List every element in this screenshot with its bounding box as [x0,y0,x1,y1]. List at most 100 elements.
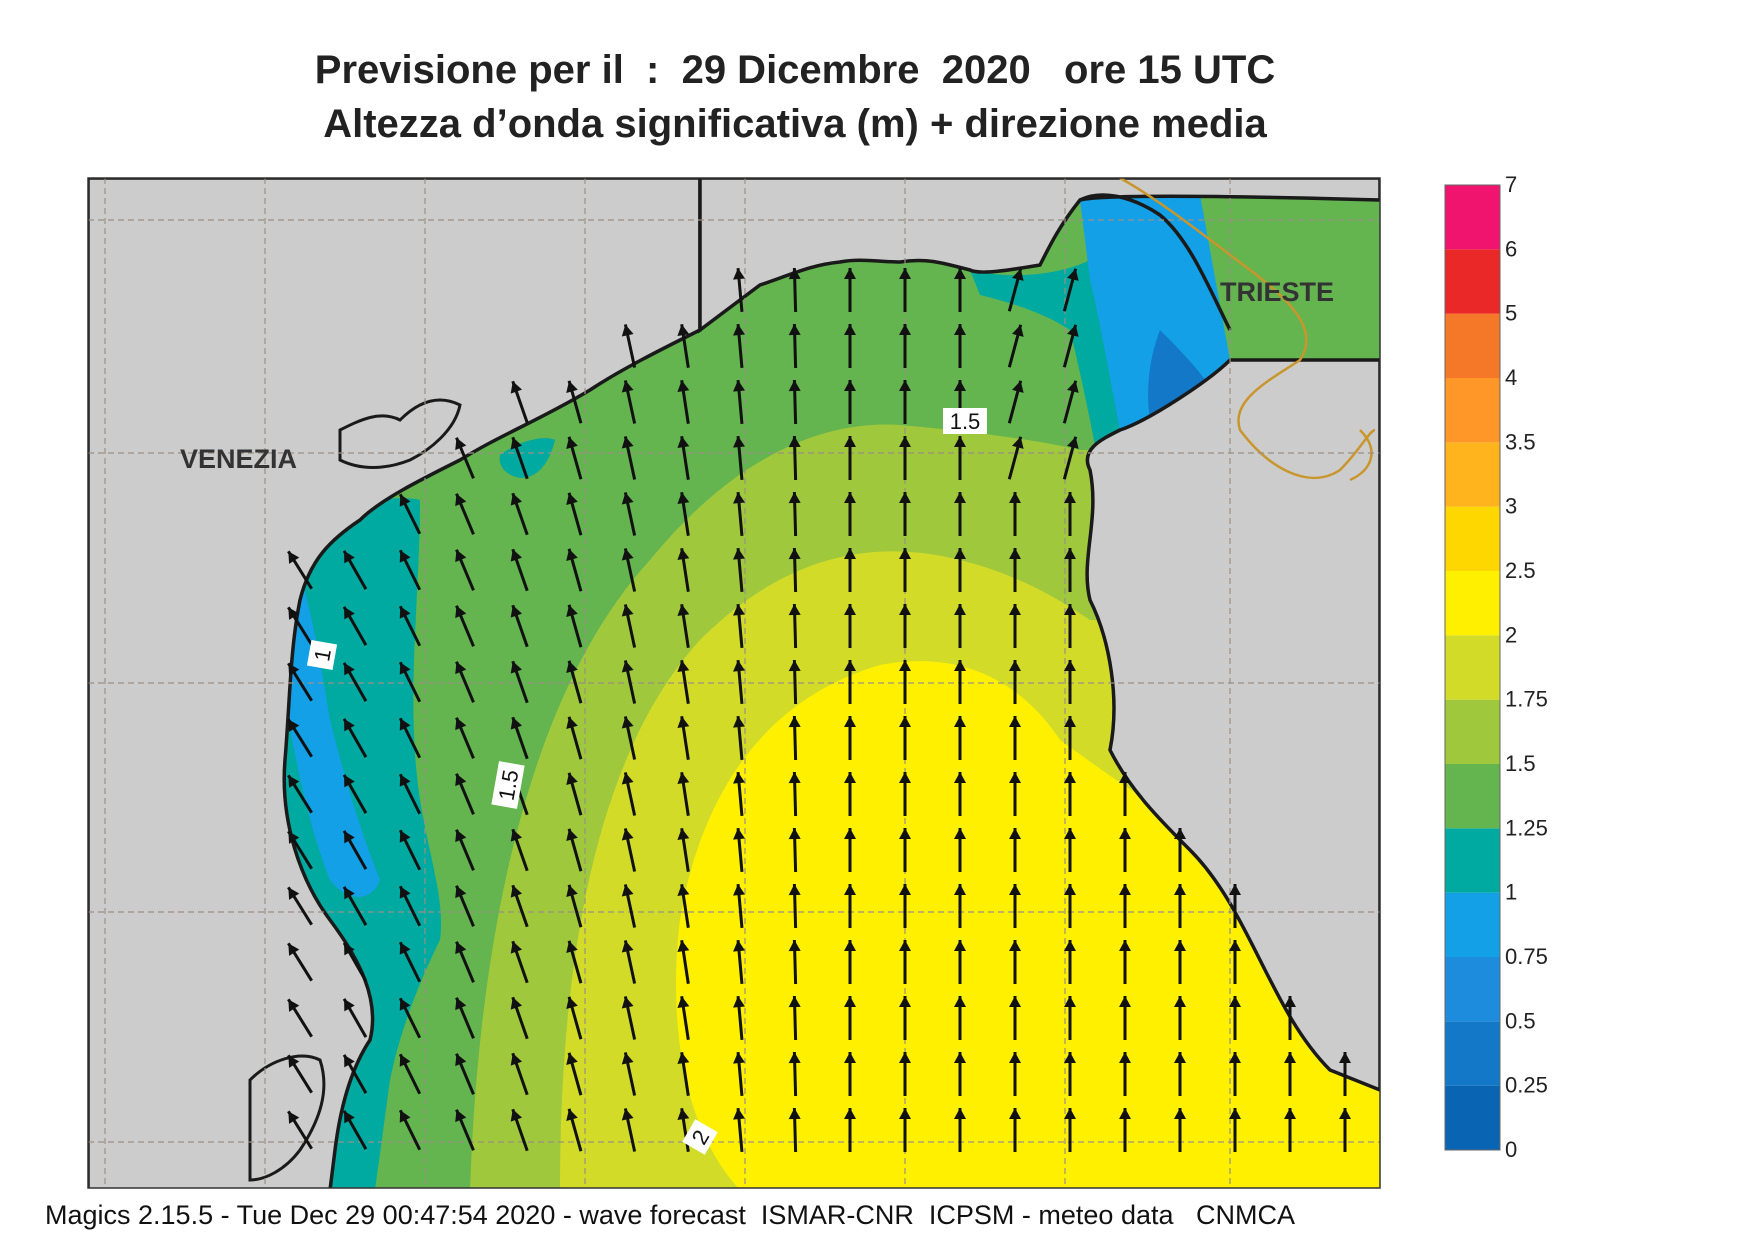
direction-arrowhead [1009,1052,1021,1063]
direction-arrowhead [1174,1108,1186,1119]
contour-label-1: 1 [306,639,338,671]
legend-swatch [1445,506,1500,571]
direction-arrowhead [733,548,745,560]
direction-arrowhead [1284,996,1296,1007]
direction-arrowhead [455,605,467,619]
direction-arrowhead [288,999,300,1012]
map-subtitle: Altezza d’onda significativa (m) + direz… [323,102,1267,146]
legend-tick-label: 3.5 [1505,429,1536,454]
legend-tick-label: 3 [1505,494,1517,519]
direction-arrowhead [677,828,690,841]
direction-arrowhead [1067,324,1079,337]
svg-text:1.5: 1.5 [494,768,524,802]
direction-arrowhead [566,772,578,786]
direction-arrowhead [566,996,578,1010]
direction-arrowhead [399,1110,411,1123]
legend-tick-label: 6 [1505,236,1517,261]
legend-swatch [1445,828,1500,893]
direction-arrowhead [510,493,523,506]
direction-arrowhead [344,1110,355,1124]
legend-tick-label: 2.5 [1505,558,1536,583]
direction-arrowhead [788,268,801,280]
direction-arrowhead [788,436,801,448]
direction-arrowhead [677,548,690,561]
direction-arrowhead [788,1108,801,1120]
direction-arrowhead [733,436,745,448]
direction-arrowhead [788,548,801,560]
direction-arrowhead [844,380,856,391]
direction-arrowhead [1339,1108,1351,1119]
land-east [1085,358,1380,1092]
direction-arrowhead [1229,940,1241,951]
direction-arrowhead [899,604,911,615]
direction-arrowhead [621,940,634,953]
coast-trieste [1079,193,1232,331]
direction-arrowhead [733,716,745,728]
direction-arrowhead [399,830,411,843]
direction-arrowhead [399,550,411,563]
direction-arrowhead [899,884,911,895]
direction-arrowhead [844,268,856,279]
direction-arrowhead [510,437,523,450]
city-label-trieste: TRIESTE [1220,277,1334,307]
map-title: Previsione per il : 29 Dicembre 2020 ore… [314,48,1276,92]
direction-arrowhead [566,660,578,674]
direction-arrowhead [1009,772,1021,783]
direction-arrowhead [288,1055,300,1068]
direction-arrowhead [899,772,911,783]
legend-swatch [1445,699,1500,764]
border-line-east [1349,429,1373,482]
legend-tick-label: 7 [1505,172,1517,197]
direction-arrowhead [733,604,745,616]
direction-arrowhead [1012,324,1024,337]
direction-arrowhead [288,1111,300,1124]
direction-arrowhead [1012,380,1024,393]
direction-arrowhead [510,717,523,730]
legend-swatch [1445,1085,1500,1150]
direction-arrowhead [677,380,690,393]
direction-arrowhead [1067,436,1079,449]
direction-arrowhead [399,718,411,731]
legend-swatch [1445,1021,1500,1086]
direction-arrowhead [399,774,411,787]
direction-arrowhead [1012,436,1024,449]
direction-arrowhead [899,940,911,951]
direction-arrowhead [344,662,355,676]
direction-arrowhead [677,604,690,617]
legend-tick-label: 0.5 [1505,1008,1536,1033]
direction-arrowhead [288,607,300,620]
direction-arrowhead [566,380,578,394]
direction-arrowhead [844,884,856,895]
direction-arrowhead [1012,268,1024,281]
direction-arrowhead [455,941,467,955]
direction-arrowhead [788,1052,801,1064]
direction-arrowhead [954,324,966,335]
direction-arrowhead [844,492,856,503]
direction-arrowhead [1064,716,1076,727]
direction-arrowhead [566,548,578,562]
direction-arrowhead [1174,828,1186,839]
legend-tick-label: 1 [1505,880,1517,905]
direction-arrowhead [1064,548,1076,559]
direction-arrowhead [899,660,911,671]
direction-arrowhead [899,716,911,727]
legend-frame [1444,184,1501,1151]
direction-arrowhead [344,942,355,956]
legend-swatch [1445,764,1500,829]
direction-arrowhead [844,828,856,839]
direction-arrowhead [677,772,690,785]
direction-arrowhead [621,660,634,673]
land-lagoon-islands [248,1054,326,1182]
direction-arrowhead [1009,996,1021,1007]
direction-arrowhead [288,719,300,732]
direction-arrowhead [844,324,856,335]
direction-arrowhead [844,436,856,447]
direction-arrowhead [510,1053,523,1066]
legend-tick-label: 0.25 [1505,1073,1548,1098]
direction-arrowhead [954,492,966,503]
legend-swatch [1445,892,1500,957]
direction-arrowhead [344,998,355,1012]
direction-arrowhead [954,940,966,951]
direction-arrowhead [621,996,634,1009]
legend-tick-label: 2 [1505,622,1517,647]
